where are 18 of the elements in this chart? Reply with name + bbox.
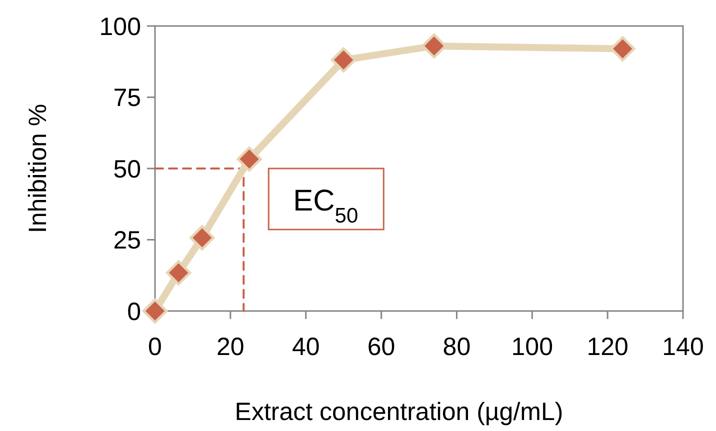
x-tick-label: 80: [442, 333, 471, 361]
y-tick-label: 50: [113, 155, 141, 184]
y-axis-title: Inhibition %: [24, 104, 52, 234]
y-tick-label: 100: [99, 12, 141, 41]
annotation: EC$_{50}$: [293, 184, 358, 227]
x-tick-label: 20: [216, 333, 244, 361]
y-tick-label: 0: [127, 298, 141, 326]
x-axis-title: Extract concentration (µg/mL): [234, 398, 564, 426]
x-tick-label: 120: [586, 333, 628, 361]
x-tick-label: 140: [662, 333, 704, 361]
x-tick-label: 60: [367, 333, 396, 361]
point: [166, 260, 192, 286]
point: [190, 225, 215, 250]
y-tick-label: 25: [113, 226, 141, 254]
x-tick-label: 100: [511, 333, 553, 361]
x-tick-label: 0: [148, 333, 162, 361]
y-tick-label: 75: [113, 84, 141, 112]
x-tick-label: 40: [292, 333, 320, 361]
